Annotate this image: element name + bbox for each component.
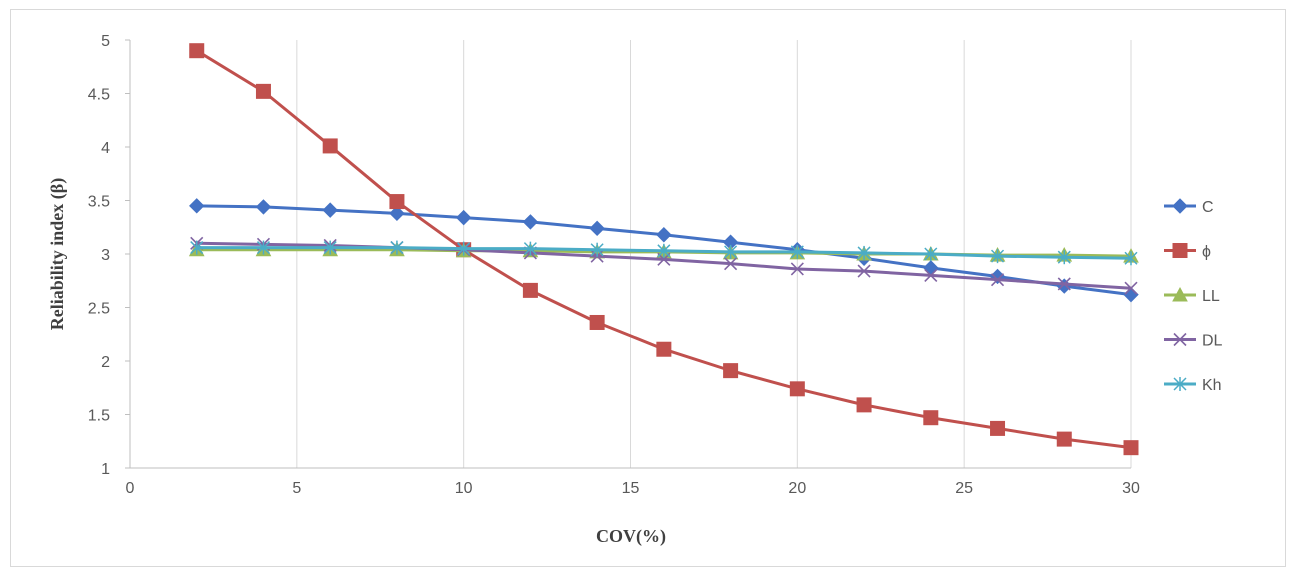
data-point — [189, 43, 205, 59]
series-layer — [188, 43, 1139, 456]
data-point — [256, 240, 270, 255]
data-point — [389, 205, 405, 222]
x-tick-label: 0 — [126, 480, 135, 497]
legend-marker — [1172, 198, 1188, 214]
data-point — [255, 199, 272, 215]
y-tick-label: 3 — [101, 247, 110, 264]
data-point — [857, 245, 871, 260]
x-axis-title: COV(%) — [596, 526, 666, 547]
legend-label: ϕ — [1202, 244, 1211, 261]
y-tick-label: 2.5 — [88, 301, 110, 318]
x-tick-label: 25 — [955, 480, 973, 497]
marker-stroke — [1173, 332, 1187, 347]
marker-stroke — [924, 268, 938, 282]
data-point — [1124, 251, 1138, 266]
data-point — [1123, 286, 1139, 303]
data-point — [1056, 431, 1072, 447]
data-point — [857, 264, 871, 278]
y-tick-label: 4.5 — [88, 87, 110, 104]
data-point — [924, 247, 938, 261]
y-tick-label: 1 — [101, 461, 110, 478]
data-point — [657, 243, 671, 258]
data-point — [724, 244, 738, 259]
y-tick-label: 2 — [101, 354, 110, 371]
marker-stroke — [724, 257, 738, 271]
legend-item: Kh — [1164, 377, 1222, 394]
y-tick-label: 1.5 — [88, 408, 110, 425]
data-point — [1056, 278, 1072, 294]
data-point — [523, 241, 537, 256]
legend-item: LL — [1164, 286, 1220, 305]
y-tick-label: 5 — [101, 33, 110, 50]
data-point — [991, 249, 1005, 264]
data-point — [322, 138, 338, 154]
marker-stroke — [990, 273, 1005, 287]
data-point — [589, 220, 605, 237]
marker-stroke — [790, 262, 804, 276]
data-point — [255, 83, 271, 99]
data-point — [389, 194, 405, 210]
legend-marker — [1172, 286, 1188, 302]
data-point — [589, 314, 605, 330]
data-point — [724, 257, 738, 271]
data-point — [390, 240, 404, 255]
marker-stroke — [1124, 281, 1138, 295]
data-point — [322, 202, 338, 218]
data-point — [990, 420, 1006, 436]
legend-label: C — [1202, 199, 1214, 216]
data-point — [990, 273, 1005, 287]
data-point — [656, 341, 672, 357]
x-tick-label: 20 — [788, 480, 806, 497]
data-point — [656, 227, 672, 243]
legend: Cϕ LL DL Kh — [1164, 198, 1223, 394]
data-point — [1057, 277, 1071, 291]
legend-marker — [1173, 377, 1187, 391]
data-point — [1124, 281, 1138, 295]
data-point — [522, 214, 539, 230]
legend-marker — [1173, 332, 1187, 347]
x-axis: 0 5 10 15 20 25 30 — [126, 467, 1140, 497]
x-tick-label: 5 — [292, 480, 301, 497]
legend-marker — [1172, 243, 1188, 258]
marker-stroke — [857, 264, 871, 278]
data-point — [923, 410, 939, 426]
y-tick-label: 3.5 — [88, 194, 110, 211]
data-point — [1123, 440, 1139, 456]
legend-label: LL — [1202, 288, 1220, 305]
y-axis-title: Reliability index (β) — [47, 178, 68, 330]
series-4 — [190, 240, 1138, 266]
data-point — [590, 242, 604, 257]
data-point — [923, 260, 939, 276]
data-point — [789, 381, 805, 397]
data-point — [924, 268, 938, 282]
y-axis: 1 1.5 2 2.5 3 3.5 4 4.5 5 — [88, 33, 131, 478]
y-tick-label: 4 — [101, 140, 110, 157]
data-point — [189, 198, 205, 214]
legend-item: DL — [1164, 333, 1223, 350]
legend-item: ϕ — [1164, 243, 1211, 261]
legend-item: C — [1164, 198, 1214, 216]
x-tick-label: 30 — [1122, 480, 1140, 497]
data-point — [790, 244, 804, 259]
data-point — [323, 240, 337, 255]
data-point — [1057, 250, 1071, 265]
data-point — [790, 262, 804, 276]
data-point — [522, 282, 538, 298]
legend-label: DL — [1202, 333, 1223, 350]
data-point — [457, 241, 471, 256]
data-point — [455, 209, 472, 226]
data-point — [723, 363, 739, 379]
data-point — [856, 397, 872, 413]
x-tick-label: 15 — [622, 480, 640, 497]
x-tick-label: 10 — [455, 480, 473, 497]
marker-stroke — [1057, 277, 1071, 291]
legend-label: Kh — [1202, 377, 1222, 394]
data-point — [190, 240, 204, 255]
